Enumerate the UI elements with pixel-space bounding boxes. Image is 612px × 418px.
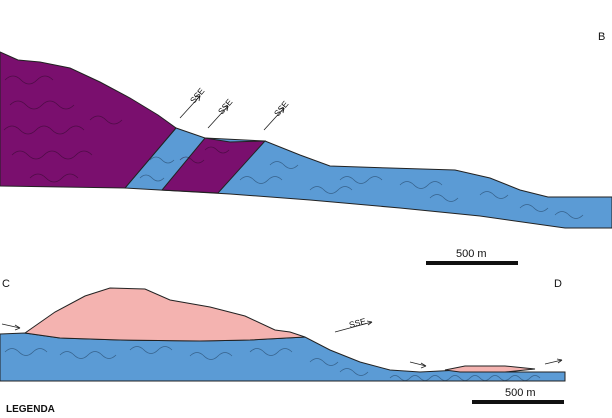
shear-label: SSE — [348, 316, 367, 330]
cd-pink-unit-lens — [444, 365, 536, 373]
scale-bar-line — [472, 400, 564, 404]
scale-bar: 500 m — [426, 248, 518, 265]
scale-bar: 500 m — [472, 387, 564, 404]
cd-pink-unit-hill — [23, 287, 306, 342]
section-end-label-right: B — [598, 31, 605, 43]
scale-bar-label: 500 m — [456, 248, 487, 260]
cd-blue-fold-texture — [4, 346, 541, 381]
section-ab: SSE SSE SSE B 500 m — [0, 31, 612, 265]
ab-purple-unit-slice — [160, 137, 267, 194]
shear-label: SSE — [188, 86, 207, 106]
scale-bar-line — [426, 261, 518, 265]
shear-label: SSE — [216, 97, 235, 117]
section-cd: SSE C D 500 m — [0, 278, 566, 404]
ab-purple-fold-texture — [3, 75, 230, 183]
ab-purple-unit-main — [0, 51, 177, 189]
legend-heading: LEGENDA — [6, 404, 55, 413]
cd-blue-unit — [0, 332, 566, 382]
section-end-label-left: C — [2, 278, 10, 290]
ab-blue-fold-texture — [139, 156, 584, 219]
ab-shear-arrows — [179, 95, 285, 131]
shear-label: SSE — [272, 99, 291, 119]
cd-shear-arrows — [1, 320, 563, 369]
section-end-label-right: D — [554, 278, 562, 290]
scale-bar-label: 500 m — [505, 387, 536, 399]
